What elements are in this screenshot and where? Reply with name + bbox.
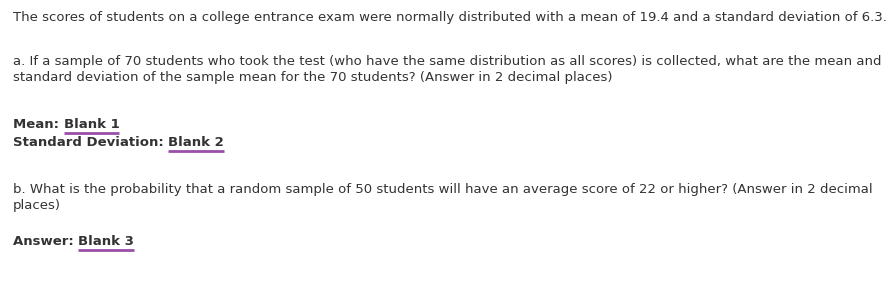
Text: Blank 2: Blank 2 [169,136,224,149]
Text: Answer:: Answer: [13,235,79,248]
Text: a. If a sample of 70 students who took the test (who have the same distribution : a. If a sample of 70 students who took t… [13,55,881,68]
Text: Standard Deviation:: Standard Deviation: [13,136,169,149]
Text: b. What is the probability that a random sample of 50 students will have an aver: b. What is the probability that a random… [13,183,872,196]
Text: Mean:: Mean: [13,118,63,131]
Text: standard deviation of the sample mean for the 70 students? (Answer in 2 decimal : standard deviation of the sample mean fo… [13,71,613,84]
Text: places): places) [13,199,61,212]
Text: Blank 3: Blank 3 [79,235,134,248]
Text: The scores of students on a college entrance exam were normally distributed with: The scores of students on a college entr… [13,11,887,24]
Text: Blank 1: Blank 1 [63,118,120,131]
